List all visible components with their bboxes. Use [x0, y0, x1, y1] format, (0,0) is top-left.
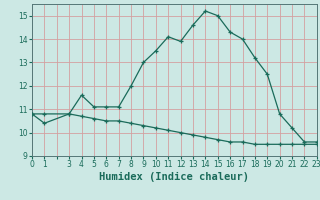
- X-axis label: Humidex (Indice chaleur): Humidex (Indice chaleur): [100, 172, 249, 182]
